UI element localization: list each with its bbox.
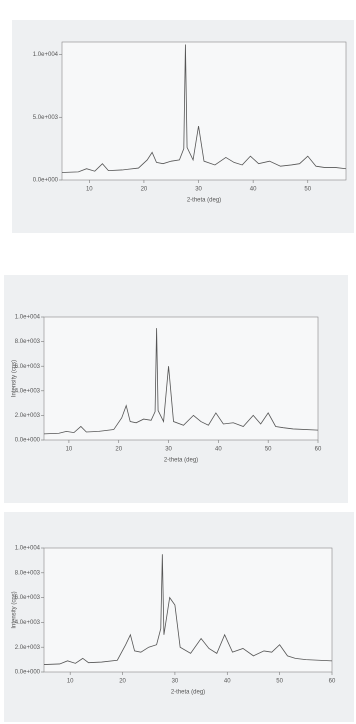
y-tick-label: 2.0e+003 bbox=[15, 645, 41, 651]
x-axis-label: 2-theta (deg) bbox=[164, 458, 198, 464]
x-tick-label: 10 bbox=[86, 187, 93, 193]
y-tick-label: 0.0e+000 bbox=[15, 438, 41, 444]
x-tick-label: 30 bbox=[172, 679, 179, 685]
x-tick-label: 10 bbox=[67, 679, 74, 685]
chart: 0.0e+000 2.0e+003 4.0e+003 6.0e+003 8.0e+003… bbox=[4, 275, 348, 503]
x-tick-label: 40 bbox=[224, 679, 231, 685]
y-tick-label: 8.0e+003 bbox=[15, 339, 41, 345]
x-tick-label: 20 bbox=[115, 447, 122, 453]
diffraction-line bbox=[43, 328, 319, 435]
y-tick-label: 2.0e+003 bbox=[15, 413, 41, 419]
x-tick-label: 50 bbox=[304, 187, 311, 193]
chart: 0.0e+000 2.0e+003 4.0e+003 6.0e+003 8.0e+003… bbox=[4, 512, 354, 722]
x-tick-label: 30 bbox=[195, 187, 202, 193]
x-tick-label: 30 bbox=[165, 447, 172, 453]
x-tick-label: 10 bbox=[66, 447, 73, 453]
y-tick-label: 8.0e+003 bbox=[15, 570, 41, 576]
x-tick-label: 60 bbox=[315, 447, 322, 453]
x-tick-label: 40 bbox=[250, 187, 257, 193]
y-tick-label: 6.0e+003 bbox=[15, 595, 41, 601]
y-tick-label: 1.0e+004 bbox=[33, 52, 59, 58]
x-axis-label: 2-theta (deg) bbox=[187, 198, 221, 204]
diffraction-line bbox=[43, 554, 333, 665]
chart: 0.0e+000 5.0e+003 1.0e+004 10 20 30 40 50 2-thet… bbox=[12, 20, 354, 233]
y-tick-label: 1.0e+004 bbox=[15, 546, 41, 552]
y-tick-label: 5.0e+003 bbox=[33, 115, 59, 121]
y-axis-label: Intensity (cps) bbox=[12, 591, 18, 628]
y-tick-label: 1.0e+004 bbox=[15, 315, 41, 321]
x-tick-label: 50 bbox=[265, 447, 272, 453]
plot-frame bbox=[61, 41, 347, 181]
x-tick-label: 20 bbox=[119, 679, 126, 685]
x-tick-label: 40 bbox=[215, 447, 222, 453]
plot-frame bbox=[43, 316, 319, 441]
y-axis-label: Intensity (cps) bbox=[12, 360, 18, 397]
y-tick-label: 4.0e+003 bbox=[15, 620, 41, 626]
x-axis-label: 2-theta (deg) bbox=[171, 690, 205, 696]
y-tick-label: 0.0e+000 bbox=[33, 178, 59, 184]
x-tick-label: 60 bbox=[329, 679, 336, 685]
diffraction-line bbox=[61, 44, 347, 173]
y-tick-label: 0.0e+000 bbox=[15, 670, 41, 676]
x-tick-label: 20 bbox=[141, 187, 148, 193]
x-tick-label: 50 bbox=[276, 679, 283, 685]
plot-frame bbox=[43, 547, 333, 673]
y-tick-label: 6.0e+003 bbox=[15, 364, 41, 370]
y-tick-label: 4.0e+003 bbox=[15, 388, 41, 394]
